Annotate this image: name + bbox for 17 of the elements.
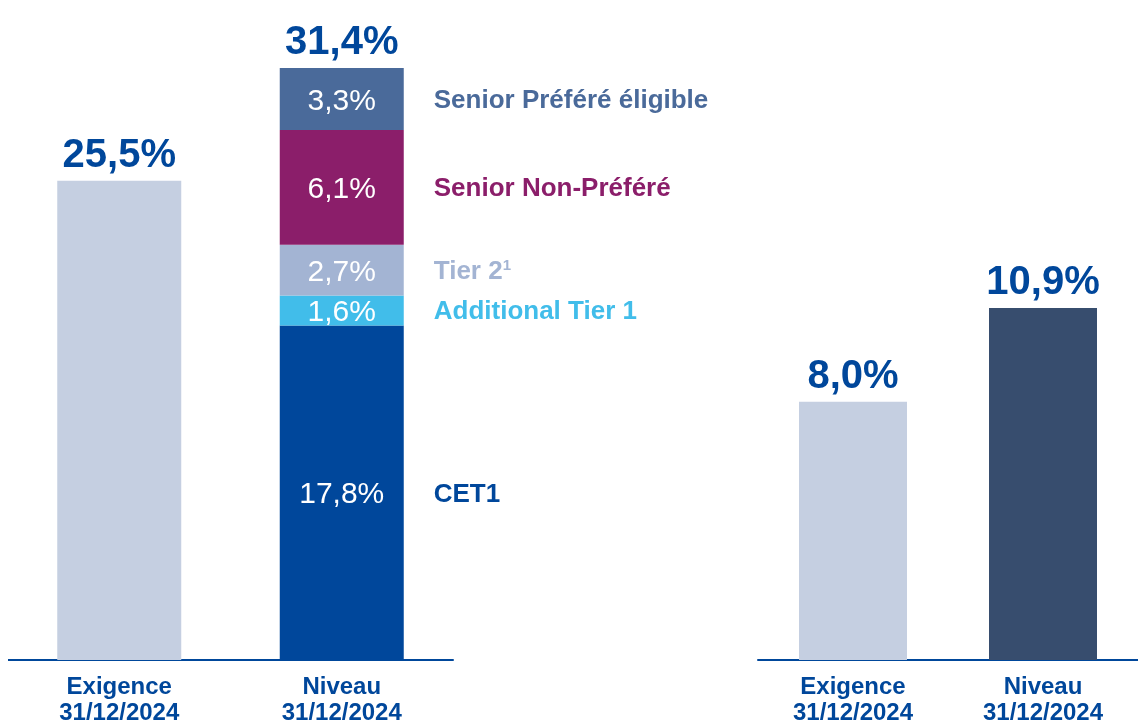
x-tick-label: Niveau 31/12/2024 <box>281 671 403 725</box>
total-label: 25,5% <box>62 130 176 175</box>
x-tick-label: Niveau 31/12/2024 <box>982 671 1104 725</box>
x-tick-label: Exigence 31/12/2024 <box>792 671 914 725</box>
series-label: CET1 <box>433 477 501 508</box>
series-label: Senior Préféré éligible <box>433 84 709 115</box>
series-label: Senior Non-Préféré <box>433 172 671 203</box>
series-label: Additional Tier 1 <box>433 295 637 326</box>
data-label: 3,3% <box>307 82 376 116</box>
data-label: 1,6% <box>307 293 376 327</box>
x-tick-label: Exigence 31/12/2024 <box>59 671 180 725</box>
data-label: 6,1% <box>307 170 376 204</box>
data-label: 8,0% <box>807 351 899 396</box>
data-label: 10,9% <box>986 258 1100 302</box>
total-label: 31,4% <box>285 18 399 62</box>
data-label: 2,7% <box>307 253 376 287</box>
data-label: 17,8% <box>299 476 385 510</box>
